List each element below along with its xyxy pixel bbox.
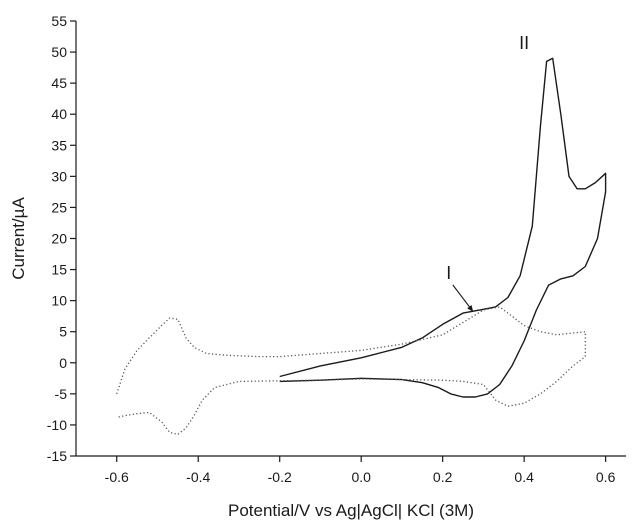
y-tick-label: -10 xyxy=(47,417,67,433)
y-tick-label: 30 xyxy=(51,168,67,184)
x-tick-label: 0.6 xyxy=(596,469,616,485)
y-tick-label: 50 xyxy=(51,44,67,60)
y-tick-label: 55 xyxy=(51,13,67,29)
peak-label-I: I xyxy=(446,263,451,283)
dotted-voltammogram xyxy=(116,306,586,435)
x-tick-label: 0.0 xyxy=(351,469,371,485)
y-tick-label: 5 xyxy=(59,324,67,340)
x-tick-label: -0.4 xyxy=(186,469,210,485)
x-axis-ticks: -0.6 -0.4 -0.2 0.0 0.2 0.4 0.6 xyxy=(105,456,616,485)
y-tick-label: 0 xyxy=(59,355,67,371)
y-tick-label: 35 xyxy=(51,137,67,153)
x-tick-label: -0.2 xyxy=(268,469,292,485)
annotation-layer: III xyxy=(446,33,529,313)
x-tick-label: -0.6 xyxy=(105,469,129,485)
plot-frame xyxy=(75,21,626,457)
y-axis-ticks: -15 -10 -5 0 5 10 15 20 25 30 35 40 45 50 55 xyxy=(47,13,76,464)
x-tick-label: 0.4 xyxy=(514,469,534,485)
y-tick-label: 10 xyxy=(51,293,67,309)
y-tick-label: 40 xyxy=(51,106,67,122)
solid-voltammogram xyxy=(279,57,607,398)
y-tick-label: -15 xyxy=(47,448,67,464)
series-layer xyxy=(116,57,607,435)
x-tick-label: 0.2 xyxy=(433,469,453,485)
y-tick-label: 15 xyxy=(51,262,67,278)
peak-arrowhead xyxy=(467,305,474,312)
peak-label-II: II xyxy=(519,33,529,53)
y-tick-label: 20 xyxy=(51,231,67,247)
y-tick-label: 45 xyxy=(51,75,67,91)
x-axis-label: Potential/V vs Ag|AgCl| KCl (3M) xyxy=(228,501,474,520)
y-axis-label: Current/µA xyxy=(9,197,28,280)
y-tick-label: 25 xyxy=(51,199,67,215)
y-tick-label: -5 xyxy=(55,386,68,402)
